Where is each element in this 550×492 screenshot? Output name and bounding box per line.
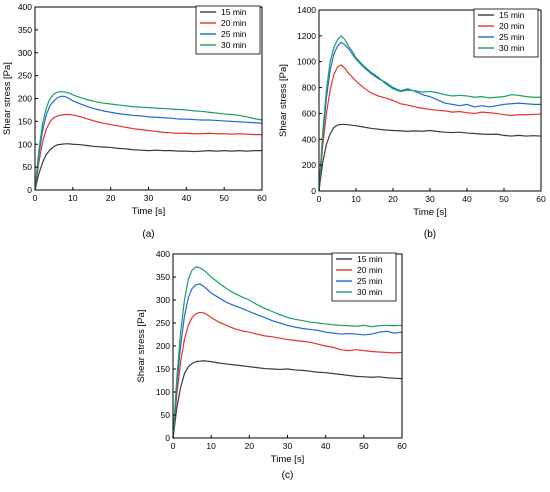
y-tick-label: 150 xyxy=(18,116,32,126)
x-tick-label: 10 xyxy=(68,193,78,203)
x-tick-label: 40 xyxy=(462,194,472,204)
x-tick-label: 50 xyxy=(499,194,509,204)
x-axis-label: Time [s] xyxy=(132,206,165,217)
chart-caption: (c) xyxy=(282,470,294,481)
y-tick-label: 350 xyxy=(18,25,32,35)
x-tick-label: 0 xyxy=(171,441,176,451)
y-tick-label: 0 xyxy=(27,185,32,195)
x-tick-label: 40 xyxy=(182,193,192,203)
legend-box xyxy=(195,5,261,55)
y-axis-label: Shear stress [Pa] xyxy=(136,310,147,383)
x-tick-label: 10 xyxy=(206,441,216,451)
chart-panel-c: 0 10 20 30 40 50 60 0 50 100 150 200 250 300 350 400 Tim… xyxy=(132,245,418,487)
y-tick-label: 300 xyxy=(156,295,170,305)
x-tick-label: 20 xyxy=(106,193,116,203)
y-tick-label: 1200 xyxy=(297,31,316,41)
x-tick-label: 60 xyxy=(397,441,407,451)
y-tick-label: 600 xyxy=(302,108,316,118)
x-tick-label: 30 xyxy=(283,441,293,451)
x-tick-label: 20 xyxy=(245,441,255,451)
y-tick-label: 200 xyxy=(156,341,170,351)
x-tick-label: 30 xyxy=(425,194,435,204)
x-tick-label: 50 xyxy=(359,441,369,451)
y-tick-label: 250 xyxy=(18,71,32,81)
y-tick-label: 50 xyxy=(23,162,33,172)
x-tick-label: 20 xyxy=(388,194,398,204)
y-tick-label: 100 xyxy=(18,139,32,149)
x-tick-label: 0 xyxy=(317,194,322,204)
chart-caption: (a) xyxy=(142,229,154,240)
y-tick-label: 50 xyxy=(161,410,171,420)
series-line-25-min xyxy=(172,283,403,439)
x-tick-label: 50 xyxy=(219,193,229,203)
legend-label: 30 min xyxy=(221,40,247,50)
series-line-20-min xyxy=(172,311,403,439)
x-tick-label: 30 xyxy=(144,193,154,203)
x-tick-label: 60 xyxy=(536,194,546,204)
y-tick-label: 400 xyxy=(156,249,170,259)
series-line-15-min xyxy=(318,123,542,192)
x-tick-label: 0 xyxy=(33,193,38,203)
series-line-15-min xyxy=(172,360,403,439)
y-axis-label: Shear stress [Pa] xyxy=(2,62,13,135)
y-tick-label: 1000 xyxy=(297,57,316,67)
y-tick-label: 0 xyxy=(165,433,170,443)
series-line-20-min xyxy=(34,113,262,191)
x-axis-label: Time [s] xyxy=(413,207,446,218)
legend-label: 15 min xyxy=(357,254,383,264)
y-tick-label: 150 xyxy=(156,364,170,374)
legend-label: 30 min xyxy=(357,287,383,297)
chart-caption: (b) xyxy=(424,229,436,240)
y-tick-label: 200 xyxy=(18,94,32,104)
y-tick-label: 400 xyxy=(18,2,32,12)
x-axis-label: Time [s] xyxy=(271,454,304,465)
y-tick-label: 800 xyxy=(302,83,316,93)
legend-label: 15 min xyxy=(221,7,247,17)
legend-label: 20 min xyxy=(499,21,525,31)
y-tick-label: 400 xyxy=(302,134,316,144)
x-tick-label: 60 xyxy=(257,193,267,203)
series-line-30-min xyxy=(172,266,403,439)
chart-a-svg: 0 10 20 30 40 50 60 0 50 100 150 200 250 300 350 400 Tim… xyxy=(2,2,267,240)
chart-b-svg: 0 10 20 30 40 50 600200400600800100012001400Ti… xyxy=(278,5,546,240)
legend-label: 30 min xyxy=(499,43,525,53)
series-line-25-min xyxy=(318,41,541,192)
legend-label: 20 min xyxy=(357,265,383,275)
legend-label: 25 min xyxy=(357,276,383,286)
series-line-15-min xyxy=(34,143,262,191)
y-tick-label: 300 xyxy=(18,48,32,58)
chart-panel-a: 0 10 20 30 40 50 60 0 50 100 150 200 250 300 350 400 Tim… xyxy=(0,0,275,245)
series-line-30-min xyxy=(318,35,541,192)
y-tick-label: 200 xyxy=(302,160,316,170)
legend-label: 15 min xyxy=(499,10,525,20)
series-line-25-min xyxy=(34,95,263,191)
x-tick-label: 40 xyxy=(321,441,331,451)
legend-box xyxy=(331,252,397,302)
chart-panel-b: 0 10 20 30 40 50 60 0 200 400 600 800 1000 1200 1400 Ti… xyxy=(275,0,550,245)
legend-label: 20 min xyxy=(221,18,247,28)
y-tick-label: 100 xyxy=(156,387,170,397)
legend-label: 25 min xyxy=(221,29,247,39)
legend-box xyxy=(473,8,539,58)
y-tick-label: 250 xyxy=(156,318,170,328)
series-line-30-min xyxy=(34,91,263,191)
y-tick-label: 0 xyxy=(311,186,316,196)
x-tick-label: 10 xyxy=(351,194,361,204)
chart-c-svg: 0 10 20 30 40 50 60 0 50 100 150 200 250 300 350 400 Tim… xyxy=(136,249,407,481)
series-line-20-min xyxy=(318,64,542,192)
y-tick-label: 1400 xyxy=(297,5,316,15)
y-tick-label: 350 xyxy=(156,272,170,282)
y-axis-label: Shear stress [Pa] xyxy=(278,64,289,137)
legend-label: 25 min xyxy=(499,32,525,42)
